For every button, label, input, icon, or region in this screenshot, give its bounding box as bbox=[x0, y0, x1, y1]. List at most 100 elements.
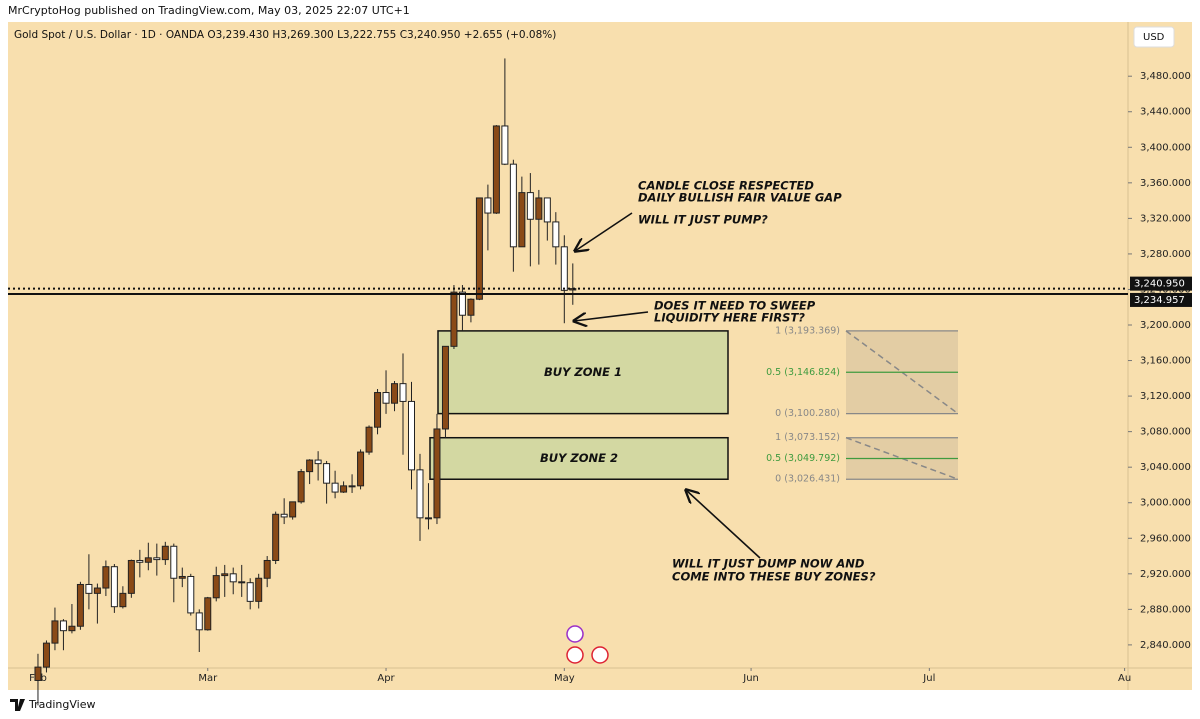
price-tag-label: 3,234.957 bbox=[1134, 295, 1185, 306]
candle-body bbox=[501, 125, 509, 165]
candle-body bbox=[68, 625, 76, 632]
x-tick-label: Jun bbox=[742, 673, 759, 684]
y-tick-label: 3,280.000 bbox=[1140, 249, 1191, 260]
candle-body bbox=[51, 620, 59, 644]
y-tick-label: 3,320.000 bbox=[1140, 213, 1191, 224]
event-icon[interactable] bbox=[591, 646, 609, 664]
symbol-legend: Gold Spot / U.S. Dollar · 1D · OANDA O3,… bbox=[14, 29, 556, 41]
y-tick-label: 3,080.000 bbox=[1140, 427, 1191, 438]
annotation: DOES IT NEED TO SWEEP bbox=[654, 299, 816, 313]
candle-body bbox=[407, 400, 415, 471]
y-tick-label: 2,960.000 bbox=[1140, 533, 1191, 544]
y-tick-label: 3,400.000 bbox=[1140, 142, 1191, 153]
candle-body bbox=[204, 597, 212, 631]
candle-body bbox=[492, 125, 500, 214]
candle-body bbox=[161, 545, 169, 561]
annotation: COME INTO THESE BUY ZONES? bbox=[672, 570, 876, 584]
fib-label: 1 (3,193.369) bbox=[775, 325, 840, 336]
candle-body bbox=[450, 291, 458, 347]
candle-body bbox=[42, 642, 50, 668]
y-tick-label: 3,480.000 bbox=[1140, 71, 1191, 82]
event-icon[interactable] bbox=[566, 625, 584, 643]
annotation: CANDLE CLOSE RESPECTED bbox=[638, 179, 814, 193]
fib-label: 0 (3,026.431) bbox=[775, 474, 840, 485]
x-tick-label: Au bbox=[1118, 673, 1131, 684]
candle-body bbox=[314, 459, 322, 465]
candle-body bbox=[518, 192, 526, 248]
candle-body bbox=[340, 485, 348, 493]
candle-body bbox=[543, 197, 551, 223]
arrow bbox=[575, 212, 633, 251]
arrow bbox=[574, 311, 649, 321]
candle-body bbox=[552, 221, 560, 248]
candle-body bbox=[467, 298, 475, 316]
candle-body bbox=[382, 392, 390, 404]
candle-body bbox=[391, 383, 399, 404]
candle-body bbox=[144, 557, 152, 563]
event-icon[interactable] bbox=[566, 646, 584, 664]
candle-body bbox=[399, 383, 407, 402]
candle-body bbox=[34, 666, 42, 681]
logo-icon bbox=[10, 699, 25, 711]
candle-body bbox=[76, 583, 84, 627]
candle-body bbox=[297, 471, 305, 503]
annotation: WILL IT JUST PUMP? bbox=[638, 213, 768, 227]
candle-body bbox=[187, 575, 195, 614]
x-tick-label: Apr bbox=[377, 673, 395, 684]
candle-body bbox=[85, 583, 93, 594]
price-tag bbox=[1130, 276, 1192, 291]
y-tick-label: 2,880.000 bbox=[1140, 604, 1191, 615]
currency-label: USD bbox=[1143, 32, 1165, 43]
candle-body bbox=[263, 559, 271, 579]
candle-body bbox=[433, 428, 441, 519]
candle-body bbox=[560, 246, 568, 291]
candle-body bbox=[212, 575, 220, 599]
candle-body bbox=[255, 577, 263, 602]
x-tick-label: Mar bbox=[198, 673, 218, 684]
candle-body bbox=[153, 557, 161, 561]
candle-body bbox=[221, 573, 229, 577]
candle-body bbox=[102, 566, 110, 589]
fib-label: 0.5 (3,049.792) bbox=[766, 453, 840, 464]
price-tag-label: 3,240.950 bbox=[1134, 279, 1185, 290]
buy-zone bbox=[437, 330, 729, 415]
candle-body bbox=[441, 345, 449, 430]
candle-body bbox=[535, 197, 543, 220]
arrows bbox=[574, 212, 761, 559]
fib-label: 1 (3,073.152) bbox=[775, 432, 840, 443]
annotation: DAILY BULLISH FAIR VALUE GAP bbox=[638, 191, 842, 205]
x-tick-label: May bbox=[554, 673, 575, 684]
candle-body bbox=[509, 163, 517, 248]
header: MrCryptoHog published on TradingView.com… bbox=[8, 4, 410, 17]
buy-zone bbox=[429, 436, 729, 480]
y-tick-label: 3,040.000 bbox=[1140, 462, 1191, 473]
y-tick-label: 3,000.000 bbox=[1140, 498, 1191, 509]
candle-body bbox=[306, 459, 314, 473]
fib-label: 0 (3,100.280) bbox=[775, 408, 840, 419]
event-icons bbox=[566, 625, 609, 664]
brand: TradingView bbox=[28, 698, 95, 711]
candle-body bbox=[526, 192, 534, 220]
arrow bbox=[686, 490, 761, 559]
price-tag bbox=[1130, 292, 1192, 307]
candle-body bbox=[357, 451, 365, 487]
candle-body bbox=[374, 392, 382, 428]
currency-button[interactable] bbox=[1133, 26, 1175, 48]
tradingview-logo bbox=[10, 699, 25, 711]
candle-body bbox=[484, 197, 492, 214]
candle-body bbox=[416, 469, 424, 519]
x-tick-label: Jul bbox=[922, 673, 935, 684]
candle-body bbox=[475, 197, 483, 300]
y-tick-label: 3,440.000 bbox=[1140, 107, 1191, 118]
annotation: WILL IT JUST DUMP NOW AND bbox=[672, 557, 865, 571]
y-tick-label: 3,200.000 bbox=[1140, 320, 1191, 331]
candle-body bbox=[348, 485, 356, 488]
candle-body bbox=[424, 517, 432, 520]
candle-body bbox=[238, 581, 246, 584]
candle-body bbox=[458, 291, 466, 316]
candle-body bbox=[195, 612, 203, 631]
candle-body bbox=[229, 573, 237, 583]
candle-body bbox=[110, 566, 118, 608]
fib-label: 0.5 (3,146.824) bbox=[766, 367, 840, 378]
